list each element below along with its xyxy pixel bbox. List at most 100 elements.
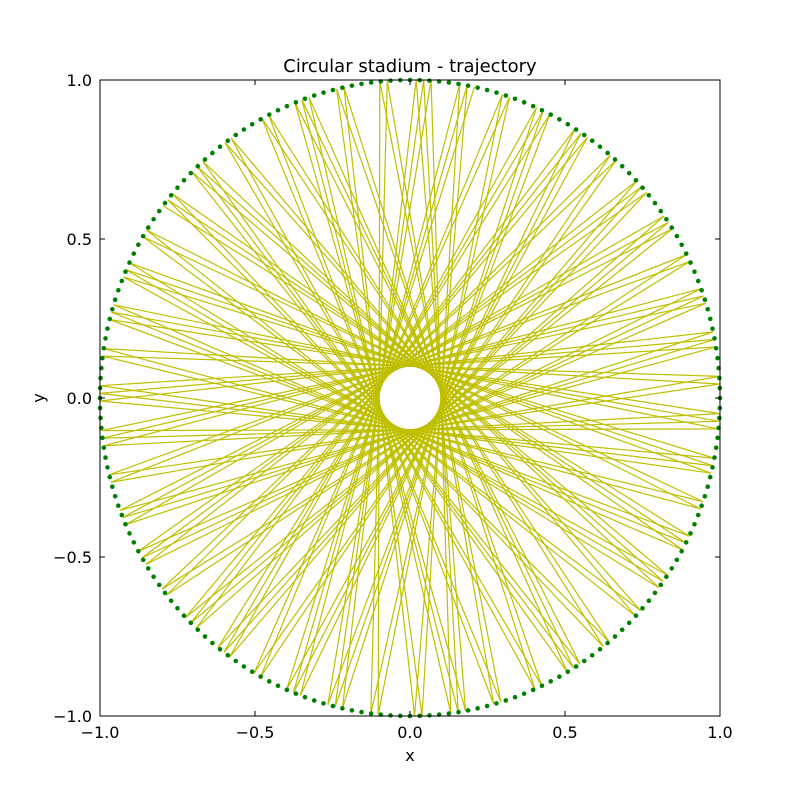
boundary-point bbox=[359, 709, 364, 715]
boundary-point bbox=[446, 711, 452, 716]
boundary-point bbox=[503, 698, 509, 703]
boundary-point bbox=[233, 132, 239, 138]
boundary-point bbox=[626, 170, 632, 176]
y-axis-label: y bbox=[29, 393, 48, 402]
boundary-point bbox=[330, 703, 336, 709]
boundary-point bbox=[136, 548, 141, 554]
boundary-point bbox=[674, 233, 680, 239]
boundary-point bbox=[705, 306, 710, 312]
boundary-point bbox=[100, 435, 105, 441]
boundary-point bbox=[168, 598, 174, 603]
boundary-point bbox=[573, 664, 579, 669]
boundary-point bbox=[249, 121, 255, 127]
boundary-point bbox=[195, 163, 201, 169]
boundary-point bbox=[162, 590, 168, 596]
boundary-point bbox=[605, 640, 610, 646]
boundary-point bbox=[715, 435, 720, 441]
boundary-point bbox=[707, 474, 713, 480]
boundary-point bbox=[103, 336, 108, 341]
boundary-point bbox=[195, 627, 201, 633]
boundary-point bbox=[699, 503, 704, 509]
boundary-point bbox=[494, 701, 499, 706]
boundary-point bbox=[692, 521, 697, 527]
boundary-point bbox=[258, 117, 263, 122]
boundary-point bbox=[311, 93, 317, 98]
boundary-point bbox=[658, 582, 664, 588]
trajectory-segment bbox=[109, 318, 690, 537]
boundary-point bbox=[98, 375, 103, 381]
trajectory-segment bbox=[294, 102, 581, 665]
y-tick-label: 1.0 bbox=[67, 71, 92, 90]
boundary-point bbox=[626, 620, 632, 626]
boundary-point bbox=[612, 157, 618, 162]
boundary-point bbox=[302, 96, 308, 102]
boundary-point bbox=[188, 170, 194, 176]
trajectory-segment bbox=[229, 180, 638, 658]
boundary-point bbox=[140, 557, 146, 563]
boundary-point bbox=[475, 706, 480, 711]
boundary-point bbox=[107, 474, 113, 480]
boundary-point bbox=[646, 193, 652, 198]
boundary-point bbox=[233, 658, 239, 664]
boundary-point bbox=[127, 260, 132, 265]
boundary-points bbox=[97, 77, 723, 719]
boundary-point bbox=[664, 216, 669, 222]
boundary-point bbox=[275, 683, 281, 689]
boundary-point bbox=[664, 574, 669, 580]
boundary-point bbox=[131, 540, 137, 545]
boundary-point bbox=[258, 674, 263, 679]
boundary-point bbox=[330, 87, 336, 93]
boundary-point bbox=[340, 85, 345, 90]
boundary-point bbox=[713, 445, 719, 451]
boundary-point bbox=[539, 683, 545, 689]
boundary-point bbox=[633, 613, 639, 618]
trajectory-segment bbox=[103, 288, 702, 447]
trajectory-segment bbox=[341, 107, 537, 709]
boundary-point bbox=[619, 163, 625, 169]
boundary-point bbox=[633, 178, 639, 183]
trajectory-segment bbox=[415, 80, 467, 711]
chart-title: Circular stadium - trajectory bbox=[283, 56, 537, 77]
trajectory-segment bbox=[109, 318, 720, 415]
boundary-point bbox=[321, 701, 326, 706]
boundary-point bbox=[107, 316, 113, 322]
boundary-point bbox=[98, 415, 103, 421]
x-axis-ticks: −1.0 −0.5 0.0 0.5 1.0 bbox=[81, 80, 733, 742]
boundary-point bbox=[321, 90, 326, 95]
boundary-point bbox=[427, 78, 432, 83]
boundary-point bbox=[349, 708, 355, 713]
boundary-point bbox=[284, 103, 290, 109]
boundary-point bbox=[465, 83, 471, 88]
boundary-point bbox=[249, 669, 255, 675]
boundary-point bbox=[368, 80, 374, 85]
boundary-point bbox=[140, 233, 146, 239]
boundary-point bbox=[589, 138, 595, 144]
boundary-point bbox=[539, 107, 545, 113]
boundary-point bbox=[640, 185, 645, 190]
boundary-point bbox=[652, 200, 658, 206]
boundary-point bbox=[241, 664, 247, 669]
boundary-point bbox=[456, 81, 461, 87]
boundary-point bbox=[658, 208, 664, 214]
boundary-point bbox=[181, 613, 187, 618]
boundary-point bbox=[266, 679, 272, 684]
y-tick-label: −0.5 bbox=[53, 548, 92, 567]
boundary-point bbox=[284, 687, 290, 693]
boundary-point bbox=[175, 185, 180, 190]
x-tick-label: −0.5 bbox=[236, 723, 275, 742]
boundary-point bbox=[388, 78, 393, 83]
boundary-point bbox=[688, 531, 693, 536]
boundary-point bbox=[145, 566, 151, 571]
boundary-point bbox=[548, 679, 554, 684]
boundary-point bbox=[597, 646, 603, 652]
boundary-point bbox=[548, 112, 554, 117]
boundary-point bbox=[105, 465, 110, 470]
boundary-point bbox=[388, 713, 393, 718]
boundary-point bbox=[293, 691, 299, 696]
trajectory-segment bbox=[103, 413, 720, 447]
boundary-point bbox=[116, 503, 121, 509]
boundary-point bbox=[210, 150, 215, 156]
boundary-point bbox=[717, 375, 722, 381]
boundary-point bbox=[127, 531, 132, 536]
boundary-point bbox=[181, 178, 187, 183]
